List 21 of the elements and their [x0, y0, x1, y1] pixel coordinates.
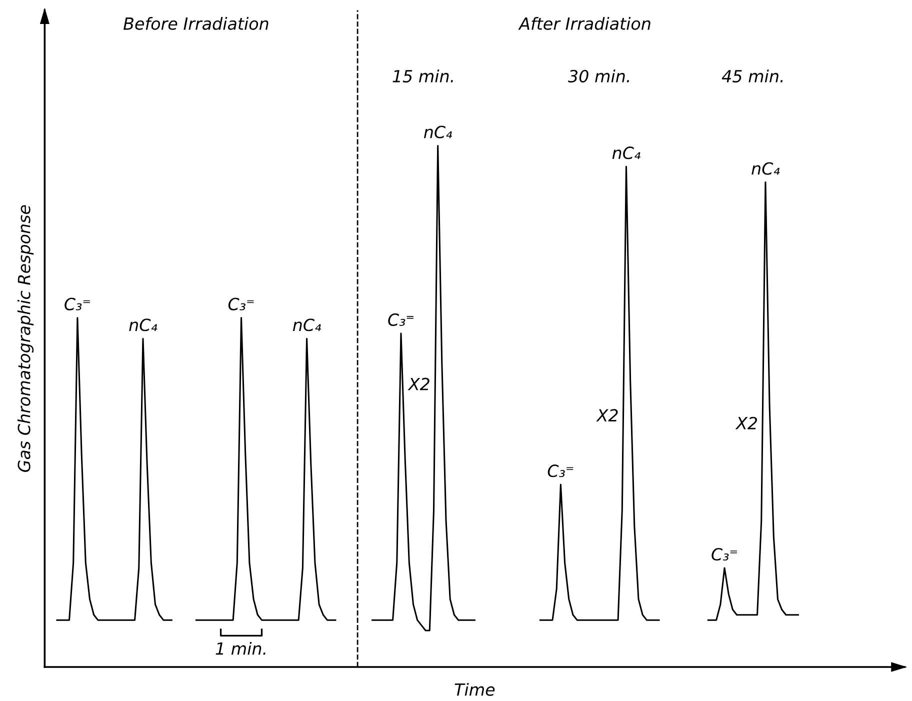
annotation: nC₄: [129, 318, 158, 332]
annotation: C₃⁼: [548, 464, 574, 478]
annotation: X2: [408, 378, 430, 390]
annotation: C₃⁼: [712, 548, 737, 561]
annotation: C₃⁼: [388, 313, 414, 326]
annotation: X2: [735, 416, 758, 430]
text: 45 min.: [722, 70, 783, 82]
text: nC₄: [424, 126, 452, 138]
x-axis-title: Time: [454, 682, 495, 696]
annotation: nC₄: [612, 146, 640, 160]
text: 30 min.: [568, 70, 630, 82]
annotation: 1 min.: [216, 642, 266, 655]
annotation: C₃⁼: [228, 298, 254, 310]
annotation: C₃⁼: [64, 298, 90, 310]
annotation: X2: [596, 409, 618, 422]
text: 15 min.: [392, 70, 453, 82]
annotation: nC₄: [292, 318, 322, 332]
text: Before Irradiation: [123, 17, 268, 30]
y-axis-title: Gas Chromatographic Response: [17, 205, 34, 472]
text: After Irradiation: [518, 17, 650, 30]
annotation: nC₄: [752, 162, 780, 175]
